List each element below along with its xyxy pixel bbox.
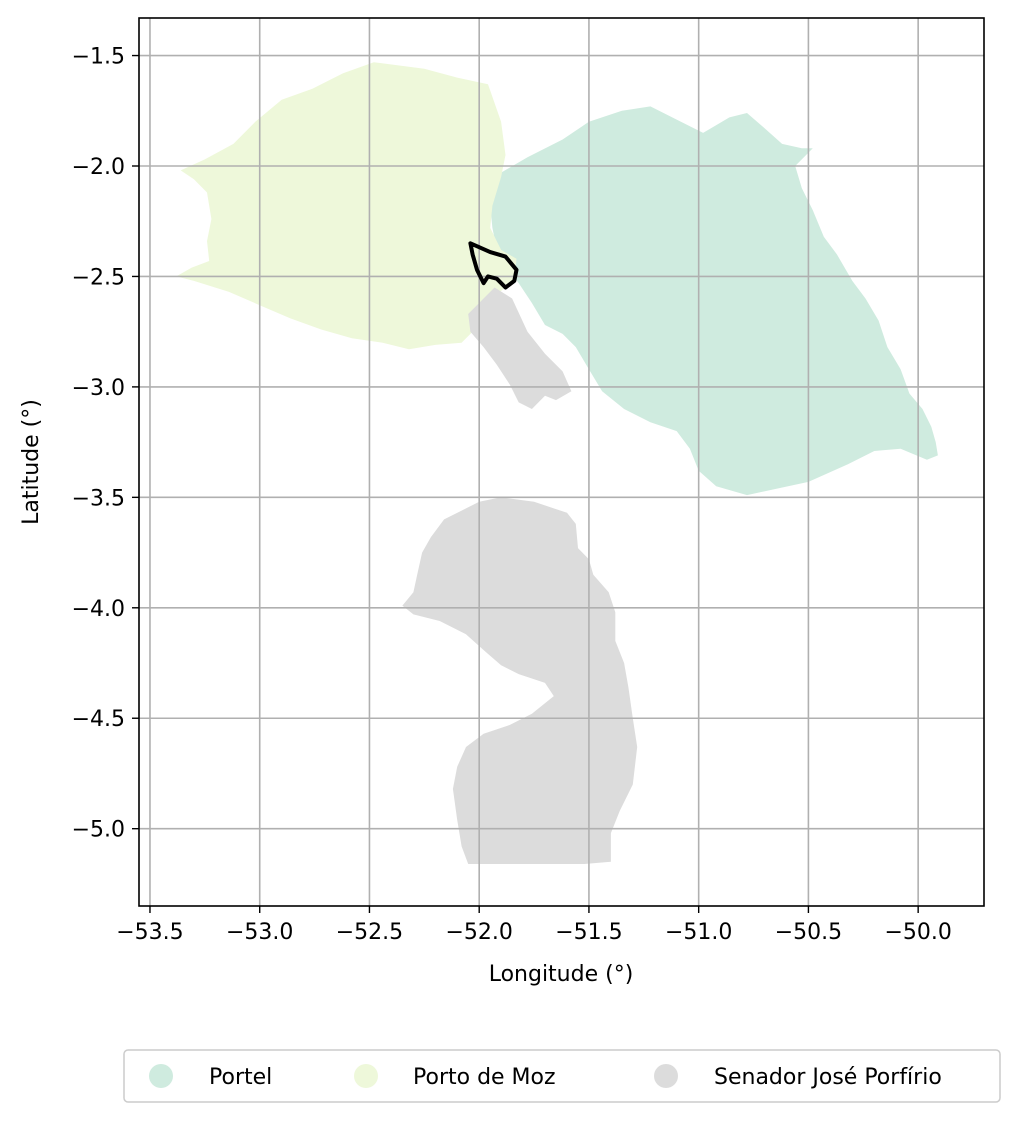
- legend-marker-porto-de-moz: [354, 1064, 378, 1088]
- legend-marker-portel: [149, 1064, 173, 1088]
- legend-marker-senador-jose-porfirio: [654, 1064, 678, 1088]
- x-tick-label: −50.5: [775, 920, 842, 945]
- x-axis-title: Longitude (°): [489, 962, 634, 987]
- y-tick-label: −4.5: [72, 707, 125, 732]
- y-tick-label: −2.0: [72, 155, 125, 180]
- x-tick-label: −51.5: [555, 920, 622, 945]
- y-tick-label: −5.0: [72, 818, 125, 843]
- legend-label-senador-jose-porfirio: Senador José Porfírio: [714, 1065, 942, 1090]
- regions-layer: [176, 62, 938, 864]
- y-tick-label: −4.0: [72, 597, 125, 622]
- region-portel-1: [490, 106, 938, 495]
- y-axis-ticks: −1.5 −2.0 −2.5 −3.0 −3.5 −4.0 −4.5 −5.0: [72, 45, 139, 843]
- y-tick-label: −2.5: [72, 265, 125, 290]
- x-tick-label: −51.0: [665, 920, 732, 945]
- y-tick-label: −3.0: [72, 376, 125, 401]
- legend-label-porto-de-moz: Porto de Moz: [413, 1065, 556, 1090]
- x-tick-label: −50.0: [884, 920, 951, 945]
- x-tick-label: −52.0: [445, 920, 512, 945]
- x-axis-ticks: −53.5 −53.0 −52.5 −52.0 −51.5 −51.0 −50.5 −50.0: [116, 906, 952, 945]
- region-porto-de-moz-1: [176, 62, 516, 349]
- legend: Portel Porto de Moz Senador José Porfíri…: [124, 1050, 1000, 1102]
- y-tick-label: −1.5: [72, 45, 125, 70]
- x-tick-label: −53.0: [226, 920, 293, 945]
- y-tick-label: −3.5: [72, 486, 125, 511]
- y-axis-title: Latitude (°): [19, 399, 44, 525]
- legend-label-portel: Portel: [209, 1065, 272, 1090]
- x-tick-label: −53.5: [116, 920, 183, 945]
- x-tick-label: −52.5: [336, 920, 403, 945]
- region-senador-jose-porfirio-2: [402, 497, 637, 864]
